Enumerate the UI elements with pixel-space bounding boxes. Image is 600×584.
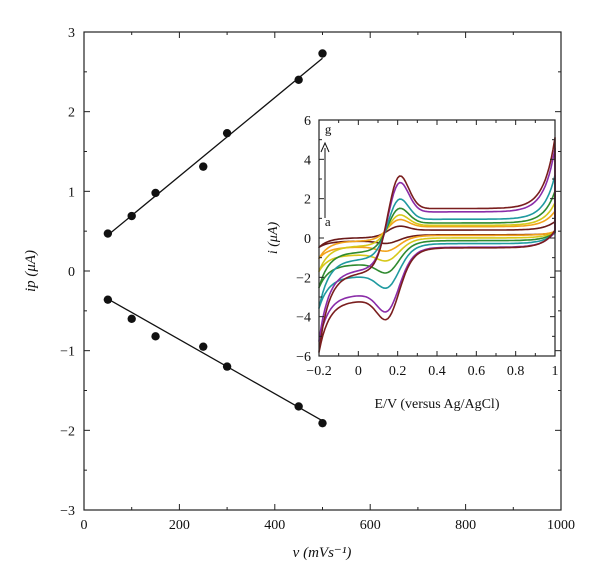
inset-y-tick-label: 2 — [304, 193, 311, 208]
main-x-tick-label: 600 — [360, 518, 381, 533]
fit-line-cathodic — [107, 298, 323, 422]
data-point-anodic — [222, 128, 232, 138]
main-x-tick-label: 0 — [81, 518, 88, 533]
data-point-cathodic — [294, 402, 303, 411]
inset-y-tick-label: −4 — [296, 311, 311, 326]
main-y-tick-label: −1 — [60, 345, 75, 360]
inset-y-tick-label: −2 — [296, 271, 311, 286]
inset-y-tick-label: 4 — [304, 153, 311, 168]
main-x-tick-label: 800 — [455, 518, 476, 533]
inset-x-tick-label: 0 — [355, 364, 362, 379]
main-x-tick-label: 1000 — [547, 518, 575, 533]
main-y-tick-label: 1 — [68, 185, 75, 200]
inset-y-tick-label: −6 — [296, 350, 311, 365]
data-point-anodic — [199, 162, 208, 171]
main-y-tick-label: −3 — [60, 504, 75, 519]
main-x-axis-label: ν (mVs⁻¹) — [293, 545, 352, 561]
main-x-tick-label: 400 — [264, 518, 285, 533]
inset-ticks: −0.2 0 0.2 0.4 0.6 0.8 1 −6 −4 −2 0 2 4 6 — [296, 114, 558, 379]
inset-arrow-head — [320, 141, 330, 153]
data-point-cathodic — [151, 332, 160, 341]
inset-y-tick-label: 0 — [304, 232, 311, 247]
main-fit-lines — [107, 57, 323, 422]
main-y-tick-label: 3 — [68, 26, 75, 41]
fit-line-anodic — [107, 57, 323, 236]
inset-x-tick-label: 0.2 — [389, 364, 407, 379]
data-point-cathodic — [222, 362, 232, 371]
data-point-cathodic — [318, 418, 327, 428]
inset-x-tick-label: 1 — [552, 364, 559, 379]
main-x-tick-label: 200 — [169, 518, 190, 533]
data-point-anodic — [294, 75, 303, 85]
main-y-axis-label: ip (μA) — [23, 250, 39, 292]
inset-x-tick-label: −0.2 — [306, 364, 331, 379]
data-point-cathodic — [127, 314, 136, 323]
inset-annotation-a: a — [325, 214, 331, 229]
data-point-anodic — [103, 229, 113, 238]
data-point-cathodic — [199, 342, 208, 351]
main-data-points — [103, 49, 327, 428]
data-point-anodic — [127, 211, 136, 221]
inset-y-tick-label: 6 — [304, 114, 311, 129]
data-point-anodic — [318, 49, 327, 58]
main-y-tick-label: −2 — [60, 424, 75, 439]
inset-x-tick-label: 0.4 — [428, 364, 446, 379]
inset-x-axis-label: E/V (versus Ag/AgCl) — [375, 397, 500, 412]
inset-x-tick-label: 0.8 — [507, 364, 525, 379]
data-point-anodic — [151, 188, 160, 198]
data-point-cathodic — [103, 295, 113, 304]
inset-y-axis-label: i (μA) — [266, 222, 281, 255]
inset-annotation-g: g — [325, 122, 332, 137]
main-y-tick-label: 2 — [68, 106, 75, 121]
main-y-tick-label: 0 — [68, 265, 75, 280]
inset-x-tick-label: 0.6 — [468, 364, 486, 379]
